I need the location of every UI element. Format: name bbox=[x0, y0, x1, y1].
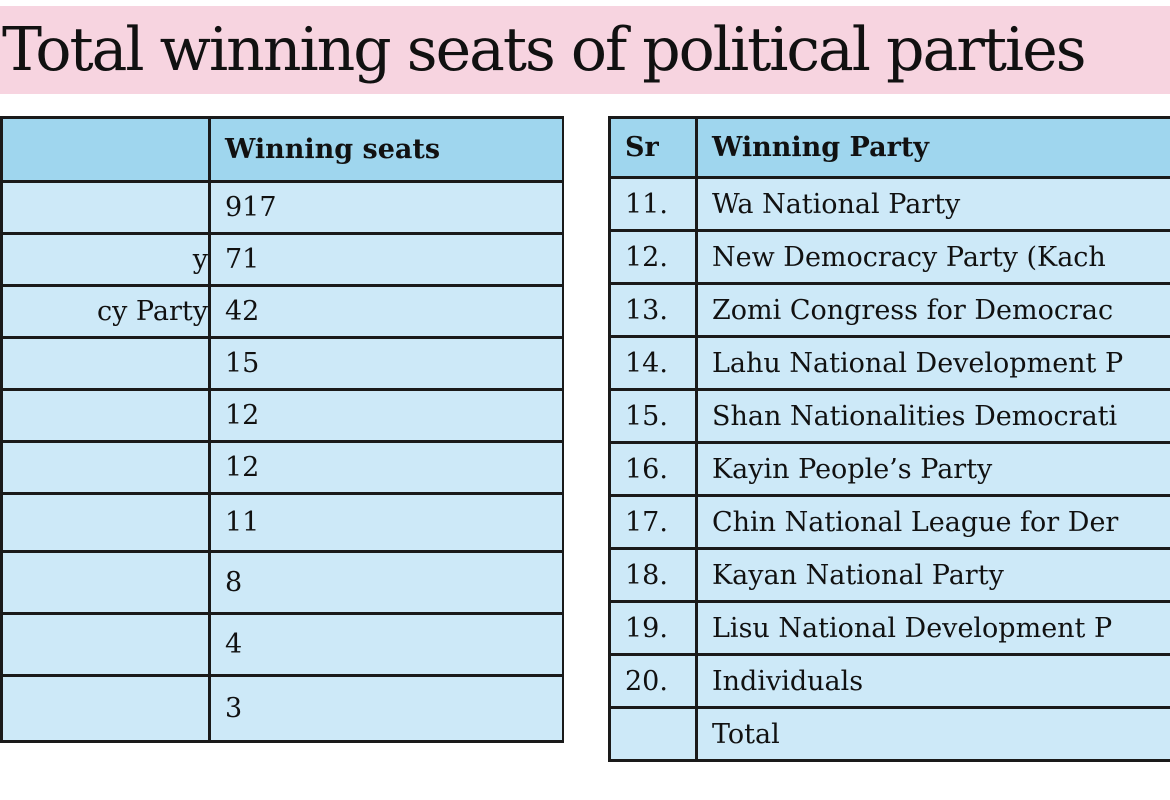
party-name-cell: Kayan National Party bbox=[695, 547, 1170, 603]
winning-seats-cell: 11 bbox=[208, 492, 564, 553]
serial-number-cell: 12. bbox=[608, 229, 698, 285]
header-party bbox=[0, 116, 211, 183]
serial-number-cell: 14. bbox=[608, 335, 698, 391]
serial-number-cell: 11. bbox=[608, 176, 698, 232]
party-name-cell bbox=[0, 492, 211, 553]
party-name-cell: y bbox=[0, 232, 211, 287]
party-name-cell: Individuals bbox=[695, 653, 1170, 709]
table-row: 14. Lahu National Development P bbox=[608, 335, 1170, 391]
left-table-region: Winning seats 917 y 71 cy Party 42 15 12 12 11 8 4… bbox=[0, 116, 564, 790]
serial-number-cell: 18. bbox=[608, 547, 698, 603]
winning-seats-cell: 8 bbox=[208, 550, 564, 615]
table-row: 15. Shan Nationalities Democrati bbox=[608, 388, 1170, 444]
party-name-cell bbox=[0, 612, 211, 677]
table-row: 3 bbox=[0, 674, 564, 743]
party-name-cell: Shan Nationalities Democrati bbox=[695, 388, 1170, 444]
table-header-row: Sr Winning Party bbox=[608, 116, 1170, 179]
winning-seats-cell: 15 bbox=[208, 336, 564, 391]
party-name-cell: Wa National Party bbox=[695, 176, 1170, 232]
table-header-row: Winning seats bbox=[0, 116, 564, 183]
party-name-cell bbox=[0, 336, 211, 391]
serial-number-cell: 17. bbox=[608, 494, 698, 550]
table-row: 15 bbox=[0, 336, 564, 391]
table-row: 917 bbox=[0, 180, 564, 235]
winning-seats-cell: 71 bbox=[208, 232, 564, 287]
table-row: 16. Kayin People’s Party bbox=[608, 441, 1170, 497]
party-name-cell: Lahu National Development P bbox=[695, 335, 1170, 391]
table-row: cy Party 42 bbox=[0, 284, 564, 339]
serial-number-cell: 20. bbox=[608, 653, 698, 709]
table-row: 20. Individuals bbox=[608, 653, 1170, 709]
table-row: 19. Lisu National Development P bbox=[608, 600, 1170, 656]
header-sr: Sr bbox=[608, 116, 698, 179]
title-band: Total winning seats of political parties bbox=[0, 6, 1170, 94]
seats-table-left: Winning seats 917 y 71 cy Party 42 15 12 12 11 8 4… bbox=[0, 116, 564, 743]
serial-number-cell: 16. bbox=[608, 441, 698, 497]
table-row: 13. Zomi Congress for Democrac bbox=[608, 282, 1170, 338]
table-row: 11 bbox=[0, 492, 564, 553]
right-table-region: Sr Winning Party 11. Wa National Party 12.… bbox=[608, 116, 1170, 800]
party-name-cell: Total bbox=[695, 706, 1170, 762]
serial-number-cell: 13. bbox=[608, 282, 698, 338]
winning-seats-cell: 917 bbox=[208, 180, 564, 235]
party-name-cell: cy Party bbox=[0, 284, 211, 339]
header-winning-party: Winning Party bbox=[695, 116, 1170, 179]
serial-number-cell: 15. bbox=[608, 388, 698, 444]
winning-seats-cell: 4 bbox=[208, 612, 564, 677]
party-name-cell: Kayin People’s Party bbox=[695, 441, 1170, 497]
table-row: Total bbox=[608, 706, 1170, 762]
table-row: 4 bbox=[0, 612, 564, 677]
serial-number-cell bbox=[608, 706, 698, 762]
table-row: 12 bbox=[0, 440, 564, 495]
table-row: y 71 bbox=[0, 232, 564, 287]
winning-seats-cell: 12 bbox=[208, 388, 564, 443]
party-name-cell bbox=[0, 550, 211, 615]
party-name-cell bbox=[0, 180, 211, 235]
table-row: 17. Chin National League for Der bbox=[608, 494, 1170, 550]
header-winning-seats: Winning seats bbox=[208, 116, 564, 183]
party-name-cell: Lisu National Development P bbox=[695, 600, 1170, 656]
party-name-cell bbox=[0, 674, 211, 743]
party-name-cell bbox=[0, 388, 211, 443]
party-name-cell: New Democracy Party (Kach bbox=[695, 229, 1170, 285]
table-row: 12. New Democracy Party (Kach bbox=[608, 229, 1170, 285]
winning-seats-cell: 3 bbox=[208, 674, 564, 743]
party-name-cell: Zomi Congress for Democrac bbox=[695, 282, 1170, 338]
party-name-cell bbox=[0, 440, 211, 495]
table-row: 11. Wa National Party bbox=[608, 176, 1170, 232]
seats-table-right: Sr Winning Party 11. Wa National Party 12.… bbox=[608, 116, 1170, 762]
winning-seats-cell: 42 bbox=[208, 284, 564, 339]
party-name-cell: Chin National League for Der bbox=[695, 494, 1170, 550]
table-row: 8 bbox=[0, 550, 564, 615]
serial-number-cell: 19. bbox=[608, 600, 698, 656]
table-row: 18. Kayan National Party bbox=[608, 547, 1170, 603]
page-title: Total winning seats of political parties bbox=[2, 15, 1087, 85]
winning-seats-cell: 12 bbox=[208, 440, 564, 495]
table-row: 12 bbox=[0, 388, 564, 443]
